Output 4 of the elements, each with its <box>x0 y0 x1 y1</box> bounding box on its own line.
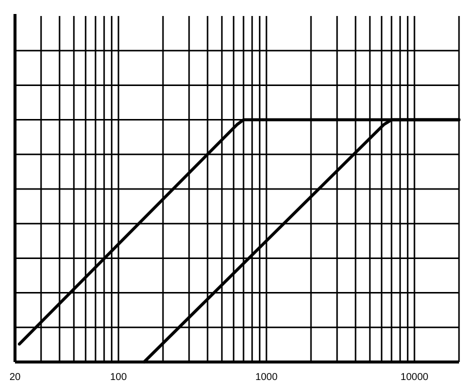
x-tick-label: 10000 <box>400 372 429 383</box>
x-tick-label: 100 <box>110 372 128 383</box>
x-tick-label: 20 <box>9 372 21 383</box>
x-tick-label: 1000 <box>255 372 278 383</box>
